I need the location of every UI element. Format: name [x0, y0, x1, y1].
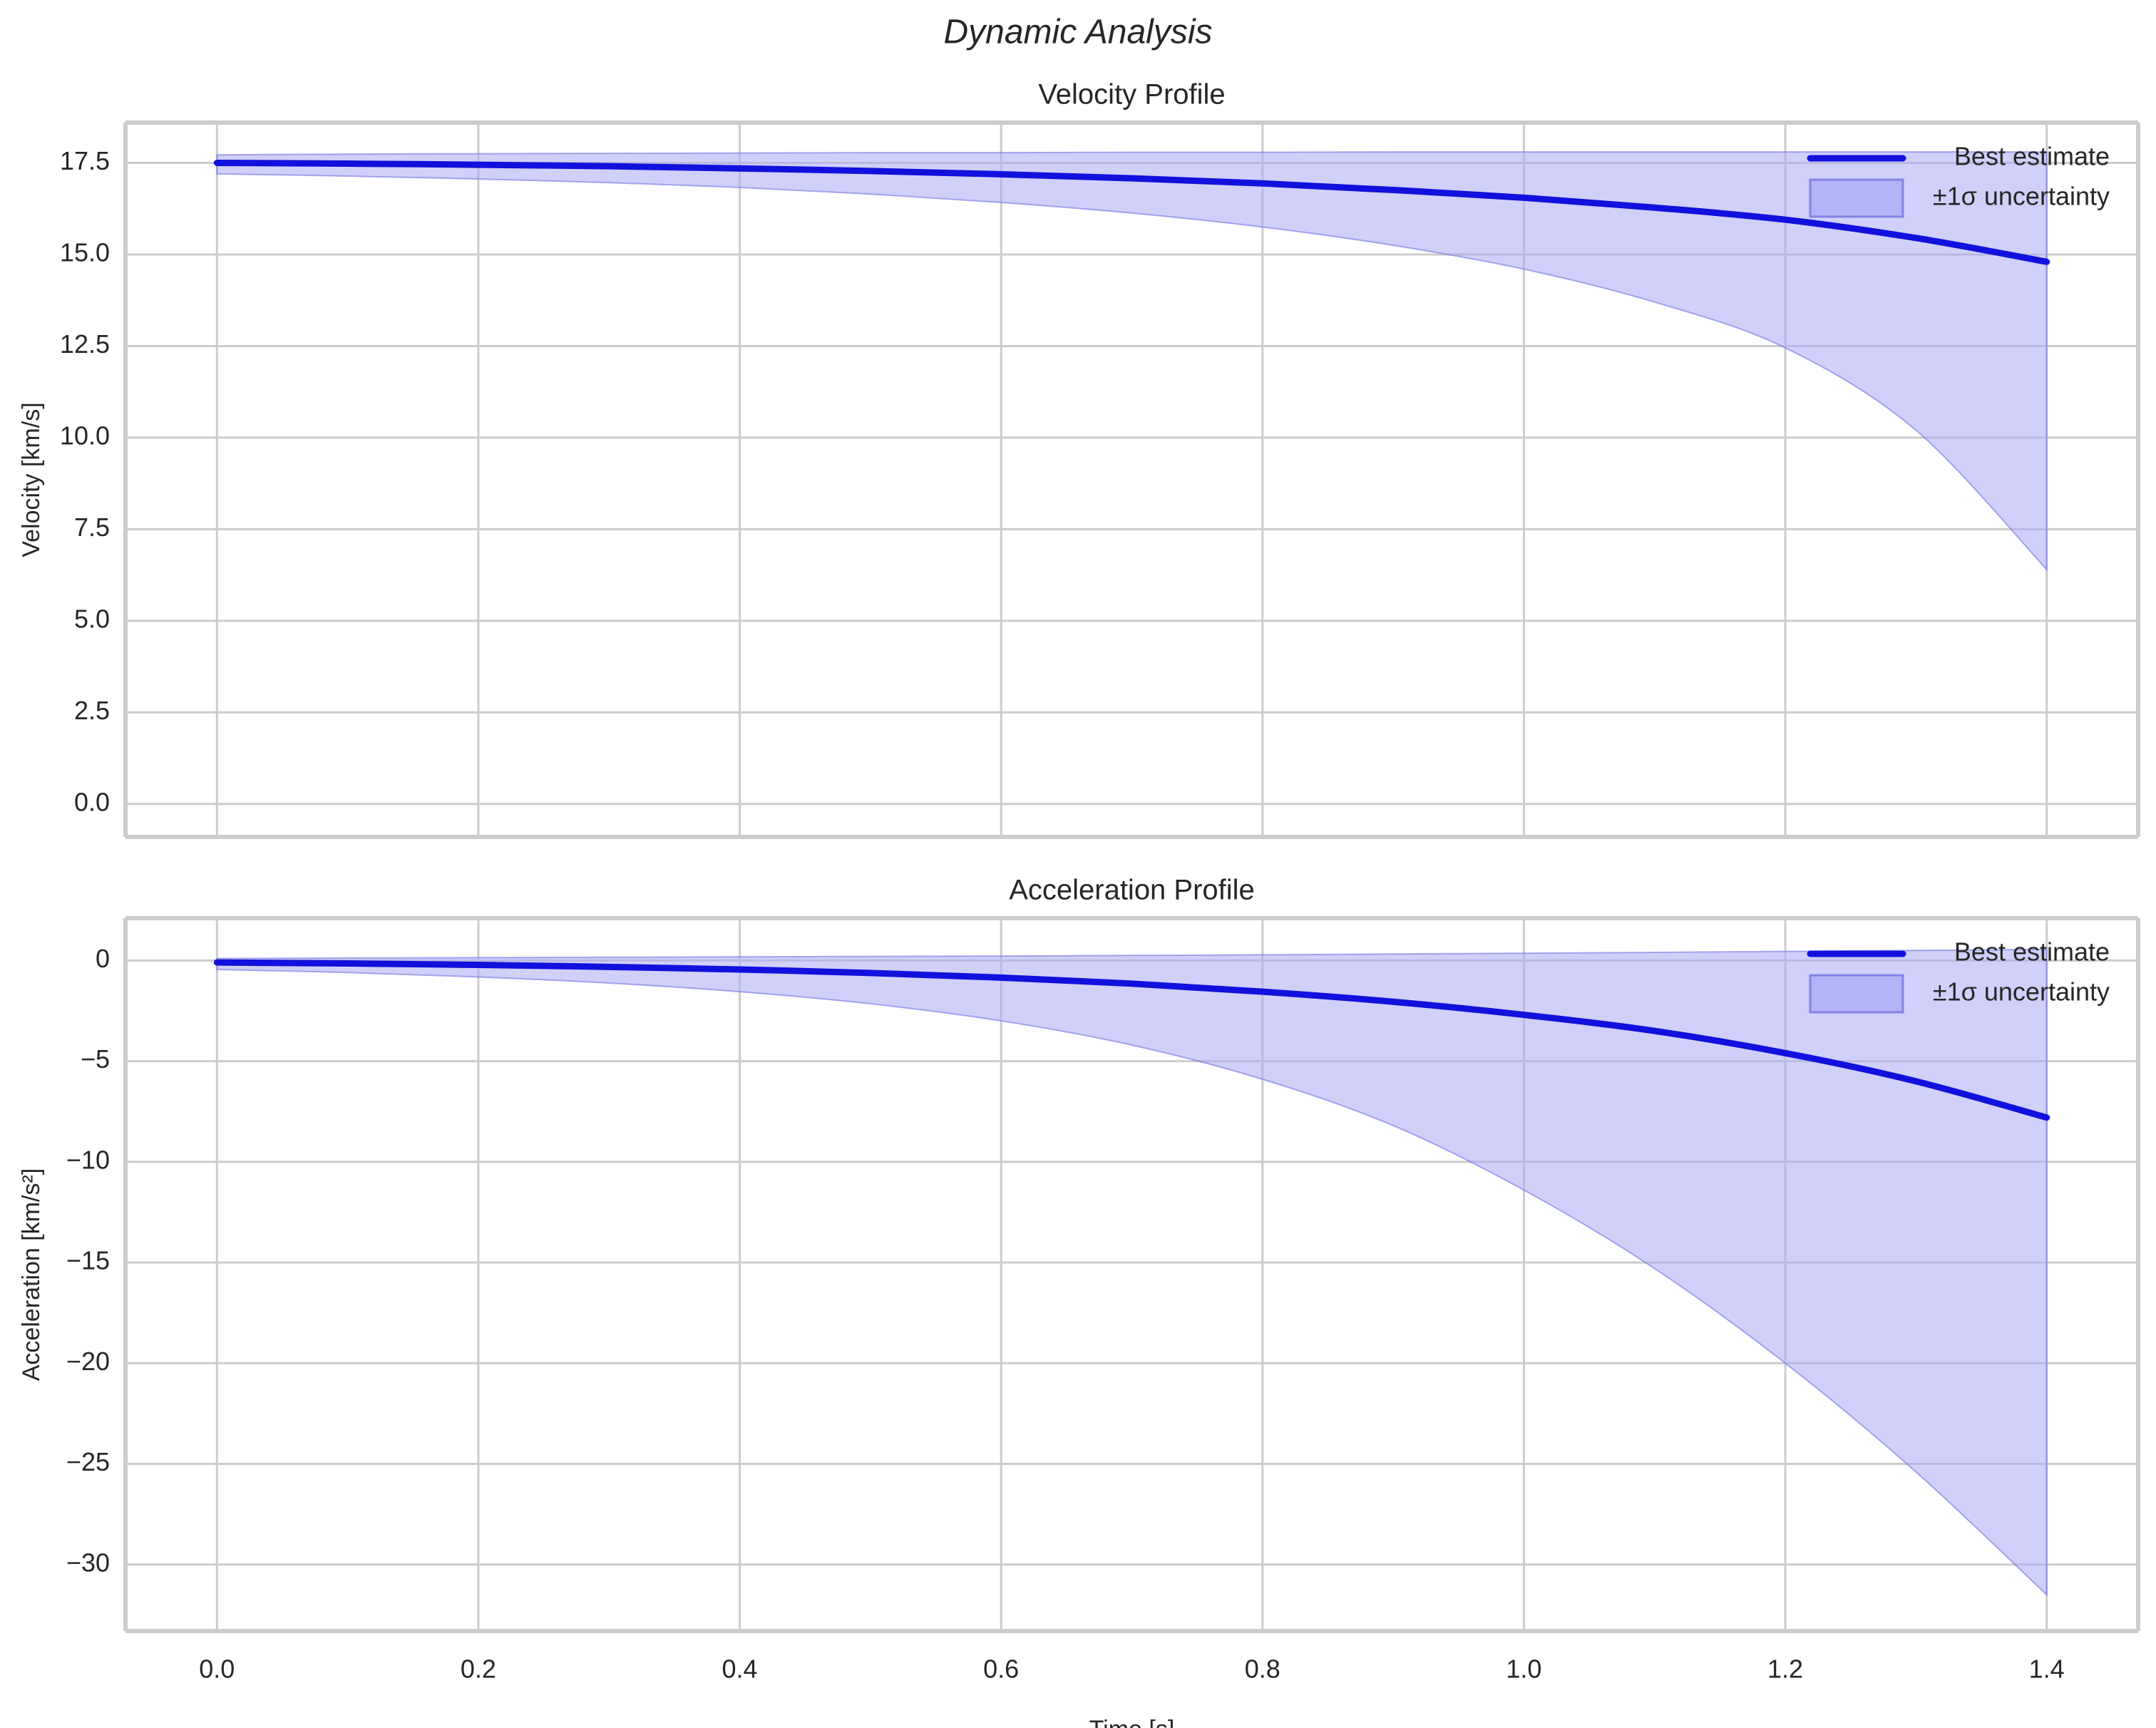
legend-label: Best estimate — [1954, 937, 2110, 967]
velocity-profile-panel: Velocity Profile 0.0 2.5 5.0 7.5 10.0 12.5 15.0… — [18, 79, 2140, 839]
axes-spines — [123, 120, 2140, 839]
y-tick-label: 12.5 — [60, 329, 110, 359]
subplot-title: Velocity Profile — [1038, 79, 1225, 110]
y-tick-label: −10 — [66, 1145, 110, 1174]
best-estimate-line — [213, 160, 2050, 265]
x-tick-label: 0.2 — [461, 1655, 496, 1684]
x-tick-label: 0.0 — [199, 1655, 235, 1684]
y-tick-label: −5 — [81, 1044, 110, 1074]
legend-label: ±1σ uncertainty — [1933, 182, 2110, 211]
y-tick-label: 15.0 — [60, 238, 110, 267]
x-tick-label: 0.8 — [1245, 1655, 1280, 1684]
figure-suptitle: Dynamic Analysis — [944, 14, 1213, 51]
x-tick-label: 0.4 — [722, 1655, 758, 1684]
y-tick-label: 10.0 — [60, 421, 110, 450]
best-estimate-line — [213, 959, 2050, 1121]
uncertainty-band — [216, 151, 2048, 572]
x-tick-label: 1.0 — [1506, 1655, 1541, 1684]
x-tick-label: 1.2 — [1767, 1655, 1803, 1684]
y-axis-label: Acceleration [km/s²] — [18, 1168, 45, 1382]
axes-spines — [123, 916, 2140, 1633]
x-axis-label: Time [s] — [1089, 1716, 1175, 1728]
y-tick-label: 0 — [96, 944, 110, 973]
legend-label: ±1σ uncertainty — [1933, 977, 2110, 1007]
uncertainty-band — [216, 948, 2048, 1597]
x-tick-label: 0.6 — [983, 1655, 1019, 1684]
y-tick-label: −25 — [66, 1447, 110, 1476]
x-tick-label: 1.4 — [2029, 1655, 2065, 1684]
y-tick-label: −15 — [66, 1246, 110, 1275]
y-tick-label: 5.0 — [74, 604, 110, 633]
legend-patch-swatch — [1809, 974, 1904, 1014]
subplot-title: Acceleration Profile — [1009, 875, 1255, 906]
legend-patch-swatch — [1809, 178, 1904, 218]
y-tick-label: −20 — [66, 1347, 110, 1376]
y-axis-label: Velocity [km/s] — [18, 402, 45, 557]
y-tick-label: −30 — [66, 1548, 110, 1577]
legend-label: Best estimate — [1954, 142, 2110, 171]
y-tick-label: 2.5 — [74, 696, 110, 725]
y-tick-label: 7.5 — [74, 513, 110, 542]
y-tick-label: 17.5 — [60, 146, 110, 175]
acceleration-profile-panel: Acceleration Profile 0 −5 −10 −15 −20 −25 −30 0.… — [18, 875, 2140, 1728]
y-tick-label: 0.0 — [74, 787, 110, 816]
